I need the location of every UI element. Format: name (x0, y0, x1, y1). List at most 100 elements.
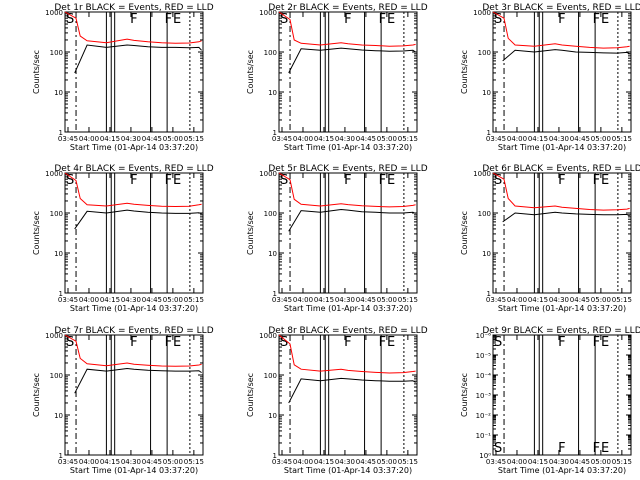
x-tick-label: 04:00 (293, 135, 313, 143)
plot-frame (278, 334, 418, 456)
events-series-line (74, 44, 202, 74)
x-tick-label: 04:30 (549, 296, 569, 304)
x-tick-label: 04:00 (79, 135, 99, 143)
x-tick-label: 04:45 (142, 296, 162, 304)
x-tick-label: 05:00 (377, 135, 397, 143)
x-tick-label: 04:00 (293, 458, 313, 466)
x-tick-label: 04:15 (100, 296, 120, 304)
plot-frame (492, 334, 632, 456)
y-tick-label: 1 (273, 290, 277, 298)
marker-label: F (344, 12, 351, 27)
y-tick-label: 1 (59, 290, 63, 298)
y-tick-label: 10⁻⁵ (476, 352, 492, 360)
x-tick-label: 04:15 (314, 458, 334, 466)
x-tick-label: 04:30 (335, 458, 355, 466)
x-axis-label: Start Time (01-Apr-14 03:37:20) (284, 304, 412, 313)
marker-label: F (130, 335, 137, 350)
x-tick-label: 04:15 (100, 458, 120, 466)
x-tick-label: 04:30 (121, 296, 141, 304)
marker-label: S (494, 335, 502, 350)
events-series-line (502, 211, 630, 223)
marker-label: S (280, 12, 288, 27)
y-axis-label: Counts/sec (246, 373, 255, 417)
x-tick-label: 03:45 (272, 135, 292, 143)
plot-frame (64, 334, 204, 456)
y-tick-label: 10 (54, 89, 63, 97)
x-tick-label: 05:00 (591, 296, 611, 304)
y-tick-label: 10 (268, 412, 277, 420)
marker-label: F (558, 173, 565, 188)
x-tick-label: 04:15 (528, 458, 548, 466)
marker-label: S (494, 173, 502, 188)
y-tick-label: 10⁻¹ (476, 432, 492, 440)
events-series-line (288, 47, 416, 74)
marker-label: F (593, 173, 600, 188)
panel-5: Det 5r BLACK = Events, RED = LLD 1 10 100 10… (246, 164, 428, 313)
marker-label: E (387, 12, 395, 27)
marker-label: F (130, 173, 137, 188)
marker-label: F (558, 441, 565, 456)
y-tick-label: 1000 (473, 9, 491, 17)
events-series-line (288, 377, 416, 404)
x-axis-label: Start Time (01-Apr-14 03:37:20) (498, 143, 626, 152)
x-axis-label: Start Time (01-Apr-14 03:37:20) (70, 304, 198, 313)
x-tick-label: 04:00 (79, 296, 99, 304)
y-tick-label: 1000 (259, 9, 277, 17)
marker-label: E (387, 335, 395, 350)
events-series-line (74, 209, 202, 230)
panel-6: Det 6r BLACK = Events, RED = LLD 1 10 100 10… (460, 164, 640, 313)
y-tick-label: 100 (50, 49, 63, 57)
x-axis-label: Start Time (01-Apr-14 03:37:20) (284, 466, 412, 475)
y-tick-label: 10⁻⁴ (476, 372, 492, 380)
y-tick-label: 1 (273, 129, 277, 137)
marker-label: F (379, 12, 386, 27)
x-tick-label: 04:45 (356, 458, 376, 466)
panel-9: Det 9r BLACK = Events, RED = LLD 10⁰ 10⁻¹ 1… (460, 326, 640, 475)
y-axis-label: Counts/sec (460, 211, 469, 255)
x-axis-label: Start Time (01-Apr-14 03:37:20) (498, 304, 626, 313)
x-tick-label: 04:00 (507, 296, 527, 304)
x-tick-label: 05:00 (591, 135, 611, 143)
x-axis-label: Start Time (01-Apr-14 03:37:20) (70, 466, 198, 475)
x-tick-label: 04:00 (293, 296, 313, 304)
y-tick-label: 1000 (45, 9, 63, 17)
y-axis-label: Counts/sec (460, 373, 469, 417)
lld-series-line (64, 11, 202, 44)
x-tick-label: 03:45 (272, 458, 292, 466)
marker-label: E (173, 12, 181, 27)
x-tick-label: 04:15 (100, 135, 120, 143)
x-tick-label: 04:00 (79, 458, 99, 466)
y-tick-label: 10 (54, 250, 63, 258)
marker-label: F (593, 12, 600, 27)
events-series-line (288, 208, 416, 232)
panel-8: Det 8r BLACK = Events, RED = LLD 1 10 100 10… (246, 326, 428, 475)
y-tick-label: 100 (478, 49, 491, 57)
plot-frame (278, 172, 418, 294)
y-tick-label: 100 (264, 210, 277, 218)
y-tick-label: 1 (487, 290, 491, 298)
marker-label: F (165, 173, 172, 188)
x-tick-label: 03:45 (486, 458, 506, 466)
lld-series-line (64, 334, 202, 367)
panel-title: Det 8r BLACK = Events, RED = LLD (268, 326, 427, 336)
plot-frame (64, 172, 204, 294)
plot-frame (64, 11, 204, 133)
y-tick-label: 10 (54, 412, 63, 420)
panel-3: Det 3r BLACK = Events, RED = LLD 1 10 100 10… (460, 3, 640, 152)
x-axis-label: Start Time (01-Apr-14 03:37:20) (70, 143, 198, 152)
x-tick-label: 04:45 (356, 135, 376, 143)
x-tick-label: 04:45 (356, 296, 376, 304)
lld-series-line (278, 334, 416, 374)
y-tick-label: 1 (59, 452, 63, 460)
y-tick-label: 10 (482, 250, 491, 258)
marker-label: F (593, 335, 600, 350)
y-tick-label: 1000 (45, 332, 63, 340)
y-axis-label: Counts/sec (246, 50, 255, 94)
x-axis-label: Start Time (01-Apr-14 03:37:20) (284, 143, 412, 152)
y-tick-label: 10 (482, 89, 491, 97)
x-tick-label: 03:45 (58, 458, 78, 466)
y-axis-label: Counts/sec (460, 50, 469, 94)
x-tick-label: 05:00 (377, 296, 397, 304)
y-tick-label: 100 (264, 372, 277, 380)
